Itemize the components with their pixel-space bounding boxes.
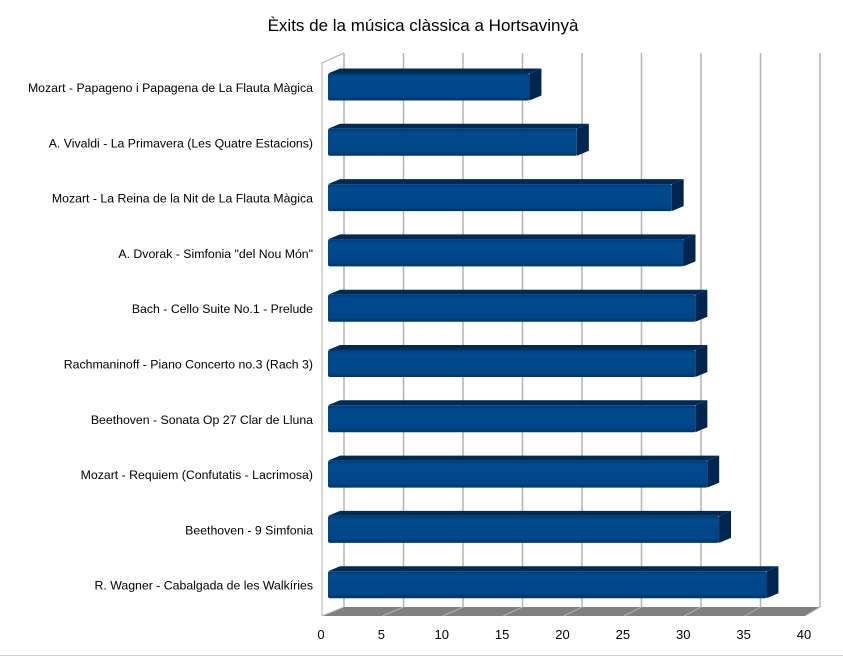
floor-gridline	[744, 606, 761, 617]
bar-front-face	[328, 73, 530, 101]
bar-side-face	[707, 455, 720, 488]
category-label: A. Vivaldi - La Primavera (Les Quatre Es…	[49, 136, 313, 150]
bar-front-face	[328, 294, 696, 322]
bar-front-face	[328, 128, 577, 156]
bar	[328, 68, 542, 101]
category-label: Bach - Cello Suite No.1 - Prelude	[132, 302, 313, 316]
chart-floor	[322, 607, 820, 616]
floor-gridline	[442, 606, 464, 617]
bar-side-face	[695, 289, 708, 322]
chart-walls	[321, 52, 820, 616]
category-label: R. Wagner - Cabalgada de les Walkíries	[95, 579, 313, 593]
floor-gridline	[502, 606, 523, 617]
bar-top-face	[328, 68, 542, 74]
bar-side-face	[576, 123, 589, 156]
bar	[328, 400, 708, 433]
category-label: A. Dvorak - Simfonia "del Nou Món"	[118, 247, 313, 261]
bar-side-face	[695, 345, 708, 377]
bar-front-face	[328, 460, 708, 488]
x-tick-label: 5	[378, 627, 385, 642]
floor-gridline	[804, 606, 821, 617]
category-label: Beethoven - Sonata Op 27 Clar de Lluna	[91, 413, 313, 427]
category-label: Mozart - Requiem (Confutatis - Lacrimosa…	[81, 468, 313, 482]
bar-top-face	[328, 179, 684, 185]
category-label: Mozart - La Reina de la Nit de La Flauta…	[52, 192, 313, 206]
bar-front-face	[328, 350, 696, 377]
bar	[328, 345, 708, 377]
x-tick-label: 15	[495, 627, 509, 642]
bar-front-face	[328, 405, 696, 433]
bar	[328, 123, 589, 156]
bars	[328, 68, 779, 599]
floor-gridline	[382, 606, 404, 617]
bar-side-face	[671, 179, 684, 212]
category-label: Rachmaninoff - Piano Concerto no.3 (Rach…	[64, 358, 313, 372]
bar-front-face	[328, 571, 767, 599]
x-tick-label: 25	[616, 627, 630, 642]
bar-top-face	[328, 234, 696, 240]
floor-gridline	[623, 606, 642, 617]
bar-top-face	[328, 345, 708, 350]
x-tick-label: 40	[797, 627, 811, 642]
bar-top-face	[328, 510, 732, 516]
bar	[328, 289, 708, 322]
bar-front-face	[328, 239, 684, 267]
bar	[328, 179, 684, 212]
bar	[328, 234, 696, 267]
chart-left-wall	[321, 52, 345, 616]
floor-gridline	[563, 606, 583, 617]
x-tick-label: 30	[676, 627, 690, 642]
x-tick-label: 0	[317, 627, 324, 642]
bar-side-face	[683, 234, 696, 267]
x-tick-label: 35	[736, 627, 750, 642]
bar-side-face	[695, 400, 708, 433]
bar-front-face	[328, 515, 720, 543]
category-labels: Mozart - Papageno i Papagena de La Flaut…	[28, 81, 313, 593]
floor-gridline	[684, 606, 702, 617]
bar-side-face	[766, 566, 779, 599]
bar-top-face	[328, 289, 708, 295]
bar	[328, 455, 720, 488]
x-tick-label: 10	[435, 627, 449, 642]
category-label: Mozart - Papageno i Papagena de La Flaut…	[28, 81, 313, 95]
x-axis-tick-labels: 0 5 10 15 20 25 30 35 40	[317, 627, 811, 642]
chart-title: Èxits de la música clàssica a Hortsaviny…	[268, 16, 579, 35]
bar	[328, 510, 732, 543]
bar-front-face	[328, 184, 672, 212]
bar-top-face	[328, 455, 720, 461]
bar-side-face	[529, 68, 542, 101]
floor-gridline	[321, 606, 345, 617]
bar-top-face	[328, 400, 708, 406]
category-label: Beethoven - 9 Simfonia	[185, 523, 313, 537]
x-tick-label: 20	[555, 627, 569, 642]
bar-top-face	[328, 566, 779, 572]
bar-side-face	[719, 510, 732, 543]
bar-top-face	[328, 123, 589, 129]
bar	[328, 566, 779, 599]
